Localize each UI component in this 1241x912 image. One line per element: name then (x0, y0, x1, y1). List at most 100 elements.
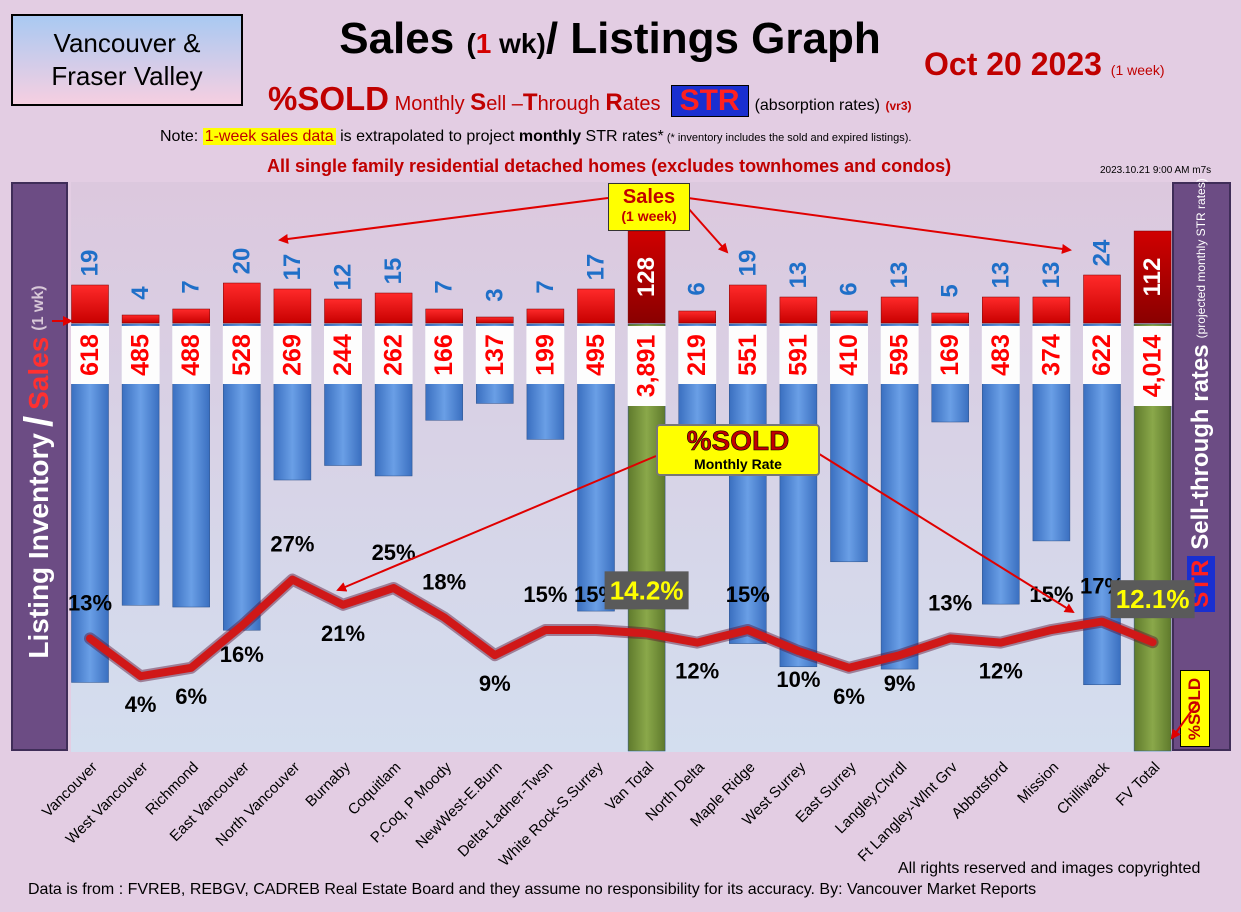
inventory-label-12: 219 (683, 334, 711, 376)
sales-label-15: 6 (836, 282, 863, 295)
note-highlight: 1-week sales data (202, 128, 336, 145)
scope-line: All single family residential detached h… (267, 156, 952, 176)
sales-label-14: 13 (785, 262, 812, 289)
inventory-label-box-0 (71, 326, 109, 384)
pct-arrow-left (336, 455, 657, 592)
subtitle-ates: ates (622, 93, 661, 115)
pct-arrow-tag (1170, 701, 1199, 740)
pct-label-13: 15% (726, 582, 770, 607)
sales-label-9: 7 (532, 280, 559, 293)
inventory-label-16: 595 (886, 334, 914, 376)
note-mid: is extrapolated to project (335, 128, 519, 145)
subtitle-r: R (605, 89, 623, 116)
category-label-8: NewWest-E.Burn (412, 759, 505, 852)
inventory-label-box-19 (1032, 326, 1071, 384)
pct-label-14: 10% (776, 667, 820, 692)
sales-bar-15 (830, 310, 868, 324)
subtitle-t: T (522, 89, 538, 116)
inventory-label-box-11 (627, 326, 666, 406)
title-wk: wk) (491, 28, 546, 59)
inventory-label-box-3 (222, 326, 261, 384)
inventory-label-box-21 (1133, 326, 1172, 406)
pct-label-2: 6% (175, 684, 207, 709)
note-line: Note: 1-week sales data is extrapolated … (160, 128, 911, 146)
inventory-label-18: 483 (987, 334, 1015, 376)
pct-label-17: 13% (928, 590, 972, 615)
region-line-1: Vancouver & (53, 28, 201, 58)
title-part-1: Sales (339, 14, 467, 63)
sales-bar-11 (627, 230, 666, 324)
sales-bar-12 (678, 310, 716, 324)
inventory-label-box-2 (172, 326, 211, 384)
absorption-note: (absorption rates) (754, 97, 880, 114)
sales-bar-13 (729, 284, 767, 324)
right-axis-panel (1172, 182, 1231, 751)
note-small: (* inventory includes the sold and expir… (663, 132, 912, 144)
sales-bar-0 (71, 284, 109, 324)
pct-label-7: 18% (422, 569, 466, 594)
sales-label-19: 13 (1038, 262, 1065, 289)
note-prefix: Note: (160, 128, 203, 145)
left-axis-panel (11, 182, 68, 751)
sales-arrow-right-1 (687, 207, 729, 254)
pct-label-1: 4% (125, 692, 157, 717)
subtitle-monthly: Monthly (389, 93, 471, 115)
sales-callout: Sales (1 week) (608, 183, 690, 231)
sales-bar-6 (374, 292, 413, 324)
category-label-17: Ft Langley-Wlnt Grv (855, 758, 962, 865)
inventory-label-box-1 (121, 326, 160, 384)
subtitle-ell: ell – (486, 93, 523, 115)
inventory-label-4: 269 (278, 334, 306, 376)
pct-sold-line (86, 575, 1157, 681)
sales-label-20: 24 (1089, 239, 1116, 266)
inventory-label-13: 551 (734, 334, 762, 376)
sales-label-2: 7 (178, 280, 205, 293)
sales-bar-8 (476, 316, 514, 324)
pct-label-11: 14.2% (610, 575, 684, 605)
sales-label-17: 5 (937, 284, 964, 297)
inventory-label-box-6 (374, 326, 413, 384)
sales-label-16: 13 (886, 262, 913, 289)
subtitle-s: S (470, 89, 487, 116)
sales-arrow-right-2 (687, 197, 1072, 254)
pct-label-21: 12.1% (1116, 584, 1190, 614)
sales-bar-19 (1032, 296, 1071, 324)
pct-label-0: 13% (68, 590, 112, 615)
sales-bar-9 (526, 308, 565, 324)
inventory-label-17: 169 (936, 334, 964, 376)
pct-sold-callout-sub: Monthly Rate (694, 456, 782, 472)
category-label-21: FV Total (1113, 759, 1164, 810)
title-paren: ( (466, 28, 476, 59)
sales-bar-7 (425, 308, 463, 324)
subtitle-hrough: hrough (537, 93, 606, 115)
inventory-label-5: 244 (329, 334, 357, 376)
page-title: Sales (1 wk)/ Listings Graph (300, 14, 920, 64)
inventory-label-1: 485 (127, 334, 155, 376)
inventory-label-9: 199 (531, 334, 559, 376)
sales-bar-2 (172, 308, 210, 324)
note-bold: monthly (518, 128, 582, 145)
sales-arrow-left (278, 197, 609, 244)
inventory-label-box-16 (880, 326, 919, 384)
sales-label-0: 19 (77, 250, 104, 277)
inventory-label-box-20 (1083, 326, 1121, 384)
category-label-9: Delta-Ladner-Twsn (455, 759, 557, 861)
inventory-label-10: 495 (582, 334, 610, 376)
sales-label-3: 20 (228, 248, 255, 275)
inventory-label-box-7 (425, 326, 464, 384)
sales-bar-10 (577, 288, 615, 324)
inventory-label-box-4 (273, 326, 312, 384)
sales-bar-14 (779, 296, 818, 324)
sales-bar-21 (1133, 230, 1172, 324)
copyright-note: All rights reserved and images copyright… (898, 860, 1201, 877)
category-label-19: Mission (1014, 759, 1062, 807)
inventory-label-box-15 (830, 326, 868, 384)
sales-label-7: 7 (431, 280, 458, 293)
sales-label-21: 112 (1139, 258, 1166, 297)
inventory-label-0: 618 (76, 334, 104, 376)
inventory-label-21: 4,014 (1139, 335, 1167, 398)
pct-label-8: 9% (479, 671, 511, 696)
sales-label-5: 12 (330, 264, 357, 291)
title-part-2: / Listings Graph (545, 14, 881, 63)
category-label-20: Chilliwack (1054, 758, 1114, 818)
